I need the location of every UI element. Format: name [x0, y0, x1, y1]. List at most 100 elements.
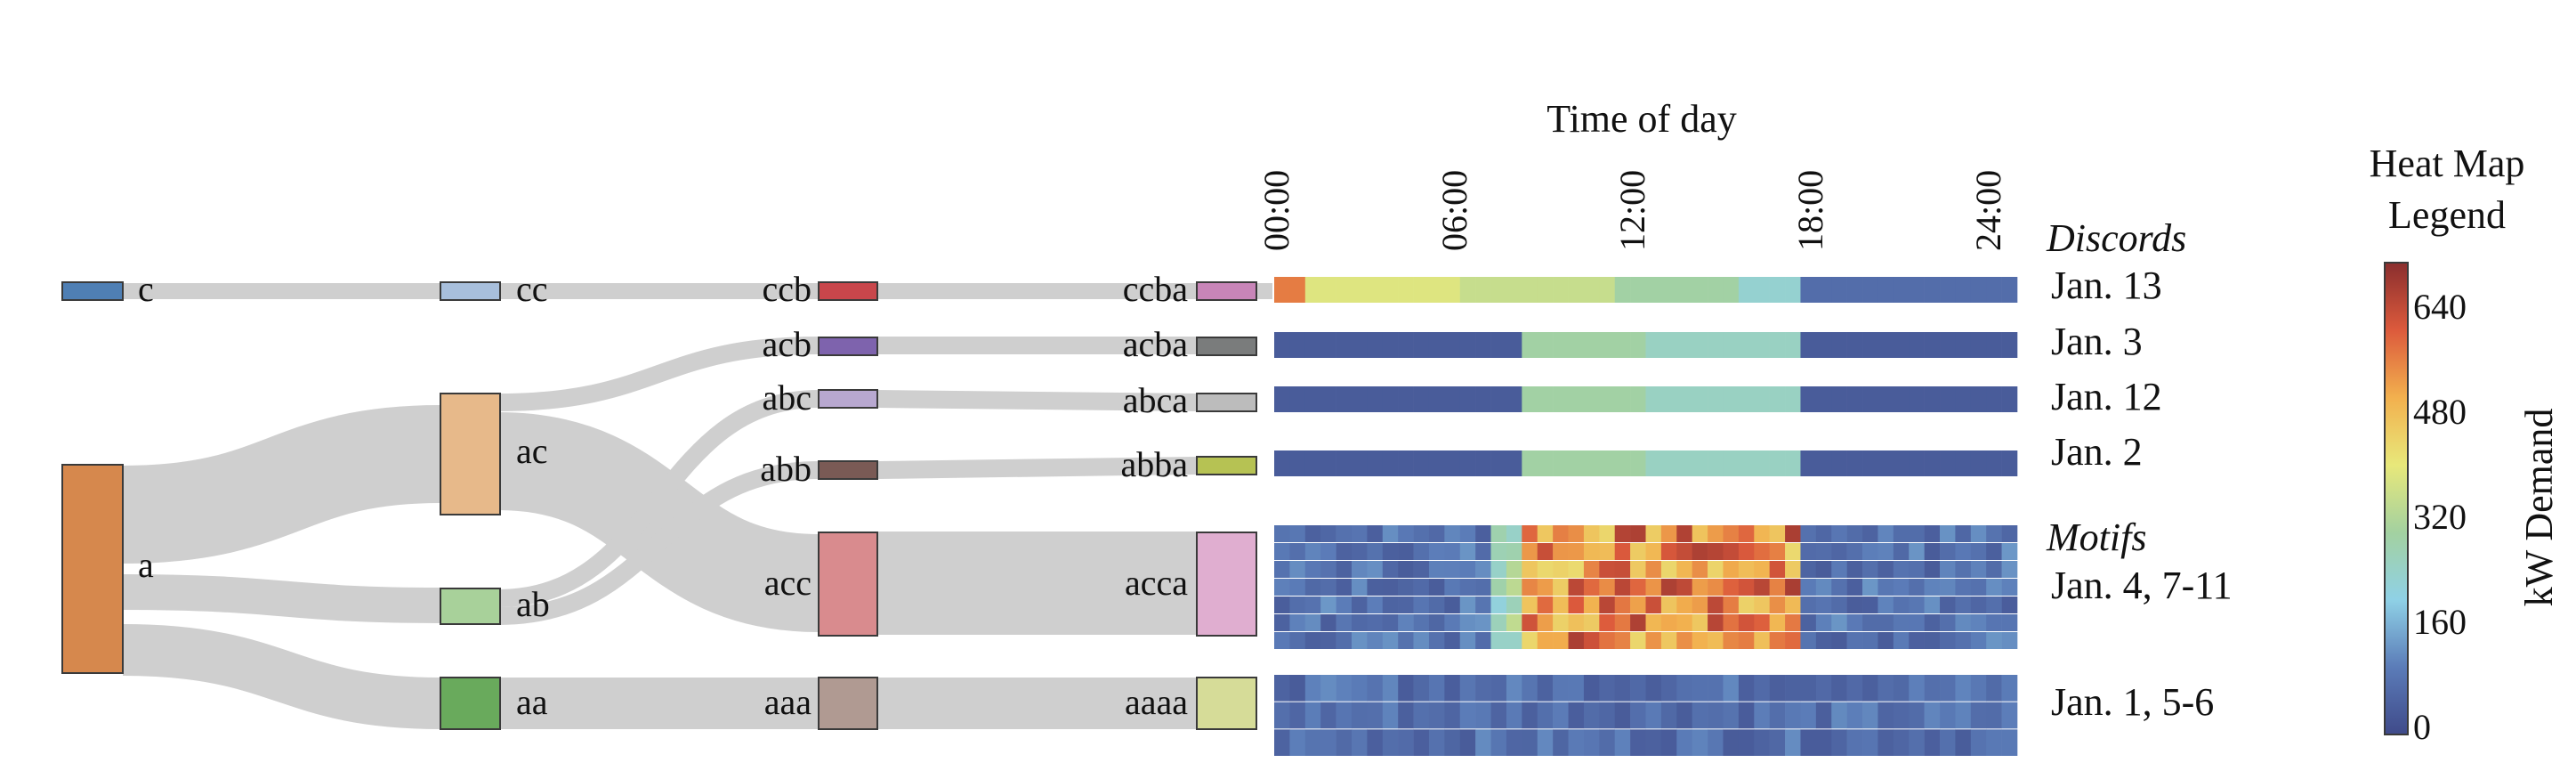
heatmap-cell [1660, 702, 1677, 729]
heatmap-cell [1676, 702, 1692, 729]
heatmap-cell [1274, 579, 1290, 596]
heatmap-cell [1304, 561, 1321, 578]
heatmap-cell [1475, 332, 1491, 358]
heatmap-cell [1723, 525, 1740, 542]
node-abc[interactable] [818, 389, 878, 409]
heatmap-cell [1769, 702, 1786, 729]
time-tick-2: 12:00 [1612, 170, 1652, 251]
heatmap-cell [1428, 386, 1445, 412]
heatmap-cell [1676, 543, 1692, 560]
heatmap-cell [1940, 579, 1956, 596]
heatmap-cell [1583, 702, 1600, 729]
heatmap-cell [1986, 579, 2002, 596]
heatmap-cell [1877, 543, 1894, 560]
heatmap-cell [1738, 579, 1755, 596]
heatmap-cell [1692, 386, 1708, 412]
node-aaa[interactable] [818, 677, 878, 730]
node-aaaa[interactable] [1196, 677, 1257, 730]
heatmap-legend: Heat Map Legend 0 160 320 480 640 kW Dem… [2370, 142, 2561, 747]
node-aa[interactable] [440, 677, 501, 730]
heatmap-cell [1769, 386, 1786, 412]
heatmap-cell [1769, 450, 1786, 476]
heatmap-cell [1738, 386, 1755, 412]
heatmap-cell [1692, 525, 1708, 542]
heatmap-cell [1800, 729, 1817, 756]
heatmap-cell [1630, 277, 1646, 303]
heatmap-cell [1289, 632, 1306, 649]
heatmap-cell [1955, 277, 1972, 303]
heatmap-cell [1800, 632, 1817, 649]
heatmap-cell [1909, 543, 1925, 560]
heatmap-cell [1815, 561, 1832, 578]
heatmap-cell [1459, 561, 1476, 578]
heatmap-cell [1444, 702, 1461, 729]
heatmap-cell [1428, 332, 1445, 358]
heatmap-cell [1955, 597, 1972, 613]
tree-nodes [61, 281, 1257, 730]
heatmap-cell [1413, 543, 1430, 560]
heatmap-cell [2001, 632, 2018, 649]
node-acb[interactable] [818, 337, 878, 356]
heatmap-cell [1676, 450, 1692, 476]
heatmap-cell [1676, 579, 1692, 596]
node-ab[interactable] [440, 588, 501, 625]
heatmap-cell [1831, 675, 1847, 702]
heatmap-cell [1382, 386, 1399, 412]
heatmap-cell [1599, 561, 1616, 578]
discords-title: Discords [2046, 216, 2186, 260]
heatmap-cell [1398, 386, 1414, 412]
node-abca[interactable] [1196, 393, 1257, 412]
node-ccba[interactable] [1196, 281, 1257, 301]
heatmap-cell [1583, 277, 1600, 303]
heatmap-cell [1660, 729, 1677, 756]
label-abb: abb [760, 449, 812, 489]
heatmap-cell [1645, 632, 1662, 649]
node-abb[interactable] [818, 460, 878, 480]
node-acc[interactable] [818, 532, 878, 637]
node-ac[interactable] [440, 393, 501, 515]
heatmap-cell [1599, 525, 1616, 542]
heatmap-cell [1336, 561, 1353, 578]
heatmap-cell [1660, 277, 1677, 303]
heatmap-cell [1986, 277, 2002, 303]
heatmap-cell [1676, 729, 1692, 756]
heatmap-cell [1970, 675, 1987, 702]
heatmap-cell [1785, 632, 1801, 649]
heatmap-cell [1785, 561, 1801, 578]
heatmap-cell [1289, 597, 1306, 613]
heatmap-cell [1583, 450, 1600, 476]
heatmap-cell [1490, 450, 1507, 476]
group-label-jan13: Jan. 13 [2051, 264, 2162, 307]
heatmap-cell [1475, 729, 1491, 756]
heatmap-cell [1367, 597, 1384, 613]
heatmap-cell [1660, 579, 1677, 596]
node-cc[interactable] [440, 281, 501, 301]
heatmap-cell [1459, 579, 1476, 596]
heatmap-cell [1444, 332, 1461, 358]
node-acba[interactable] [1196, 337, 1257, 356]
heatmap-cell [1553, 525, 1569, 542]
heatmap-cell [1940, 543, 1956, 560]
heatmap-cell [1846, 579, 1863, 596]
heatmap-cell [1568, 386, 1585, 412]
node-a[interactable] [61, 464, 124, 674]
heatmap-cell [1970, 579, 1987, 596]
heatmap-cell [1738, 561, 1755, 578]
heatmap-cell [1506, 702, 1522, 729]
heatmap-cell [1723, 543, 1740, 560]
node-abba[interactable] [1196, 456, 1257, 475]
heatmap-cell [1428, 702, 1445, 729]
heatmap-cell [1583, 597, 1600, 613]
node-ccb[interactable] [818, 281, 878, 301]
node-acca[interactable] [1196, 532, 1257, 637]
heatmap-cell [1459, 332, 1476, 358]
heatmap-cell [1506, 277, 1522, 303]
heatmap-cell [1692, 561, 1708, 578]
node-c[interactable] [61, 281, 124, 301]
heatmap-cell [1583, 632, 1600, 649]
group-label-jan12: Jan. 12 [2051, 375, 2162, 418]
heatmap-cell [1274, 277, 1290, 303]
heatmap-cell [1444, 561, 1461, 578]
heatmap-cell [1955, 525, 1972, 542]
legend-tick-480: 480 [2413, 392, 2467, 432]
